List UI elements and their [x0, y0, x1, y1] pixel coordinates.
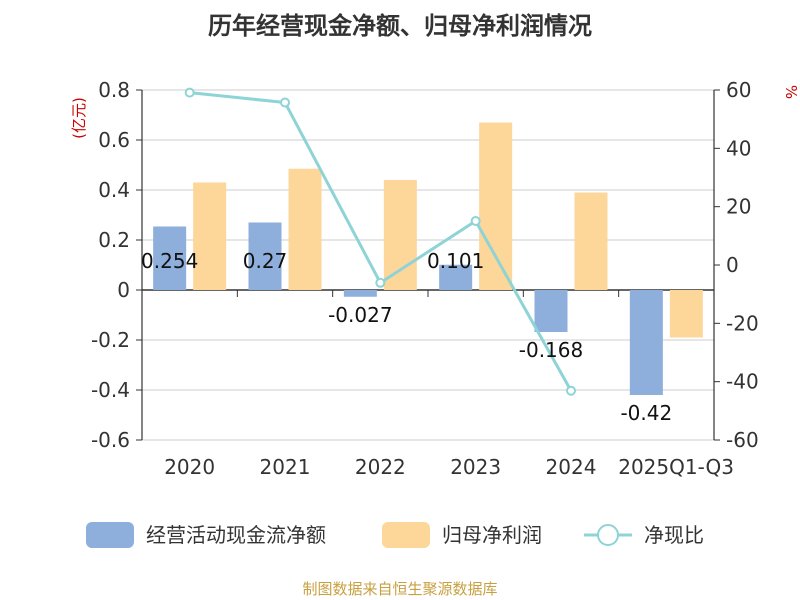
profit-bar — [669, 290, 703, 338]
profit-bar — [479, 122, 513, 290]
right-tick-label: 40 — [726, 136, 751, 160]
legend-swatch-marker — [597, 524, 619, 546]
right-axis-ticks: 60 40 20 0 -20 -40 -60 — [714, 78, 759, 452]
left-tick-label: 0.2 — [98, 228, 130, 252]
cashflow-bar — [248, 222, 282, 290]
right-tick-label: -60 — [726, 428, 759, 452]
right-tick-label: -20 — [726, 311, 759, 335]
ratio-line-path — [189, 91, 573, 392]
x-axis-label: 2020 — [164, 455, 215, 479]
source-note: 制图数据来自恒生聚源数据库 — [302, 580, 497, 598]
legend-swatch-1 — [382, 522, 430, 548]
profit-bar — [574, 192, 608, 290]
left-tick-label: 0.8 — [98, 78, 130, 102]
bars — [153, 122, 703, 395]
ratio-point — [566, 385, 576, 396]
right-tick-label: 20 — [726, 195, 751, 219]
data-labels: 0.254 0.27 -0.027 0.101 -0.168 -0.42 — [141, 249, 672, 425]
legend-label-0: 经营活动现金流净额 — [146, 523, 326, 547]
legend-label-1: 归母净利润 — [442, 523, 542, 547]
cashflow-data-label: 0.101 — [427, 249, 484, 273]
left-tick-label: 0.4 — [98, 178, 130, 202]
cashflow-data-label: 0.254 — [141, 249, 198, 273]
ratio-point — [280, 97, 290, 108]
profit-bar — [193, 182, 227, 290]
ratio-point — [375, 277, 386, 288]
left-tick-label: -0.6 — [91, 428, 130, 452]
legend[interactable]: 经营活动现金流净额 归母净利润 净现比 — [86, 522, 704, 548]
cashflow-data-label: -0.168 — [519, 338, 583, 362]
cashflow-data-label: 0.27 — [243, 249, 288, 273]
left-tick-label: -0.2 — [91, 328, 130, 352]
x-axis-labels: 2020 2021 2022 2023 2024 2025Q1-Q3 — [164, 455, 734, 479]
right-tick-label: 60 — [726, 78, 751, 102]
left-axis-unit: (亿元) — [70, 97, 88, 139]
x-axis-label: 2023 — [450, 455, 501, 479]
legend-label-2: 净现比 — [644, 523, 704, 547]
cashflow-bar — [153, 226, 187, 290]
right-axis-unit: % — [782, 85, 800, 99]
left-axis-ticks: 0.8 0.6 0.4 0.2 0 -0.2 -0.4 -0.6 — [91, 78, 142, 452]
left-tick-label: 0 — [117, 278, 130, 302]
cashflow-data-label: -0.42 — [620, 401, 672, 425]
legend-swatch-0 — [86, 522, 134, 548]
right-tick-label: -40 — [726, 370, 759, 394]
cashflow-bar — [343, 290, 377, 297]
cashflow-bar — [534, 290, 568, 332]
cashflow-data-label: -0.027 — [328, 303, 392, 327]
x-axis-label: 2024 — [546, 455, 597, 479]
ratio-point — [470, 215, 481, 226]
x-axis-label: 2021 — [260, 455, 311, 479]
x-axis-label: 2022 — [355, 455, 406, 479]
x-axis-label: 2025Q1-Q3 — [618, 455, 734, 479]
profit-bar — [288, 168, 322, 290]
profit-bar — [383, 180, 417, 290]
ratio-point — [184, 87, 195, 98]
cashflow-bar — [439, 264, 473, 290]
ratio-line — [184, 87, 576, 396]
cashflow-bar — [629, 290, 663, 395]
right-tick-label: 0 — [726, 253, 739, 277]
left-tick-label: 0.6 — [98, 128, 130, 152]
chart-title: 历年经营现金净额、归母净利润情况 — [208, 12, 592, 40]
left-tick-label: -0.4 — [91, 378, 130, 402]
